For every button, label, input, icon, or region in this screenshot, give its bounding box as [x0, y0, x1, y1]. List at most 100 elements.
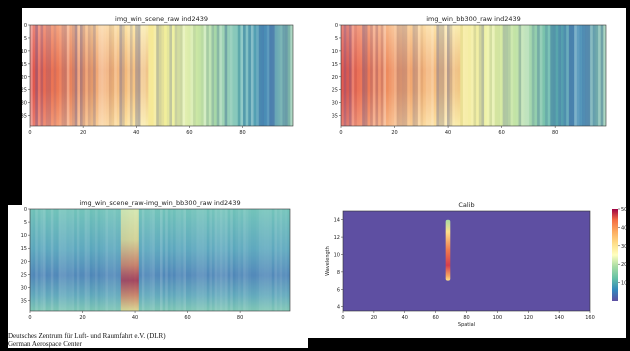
heatmap-stripe: [269, 209, 272, 311]
chart-3: img_win_scene_raw-img_win_bb300_raw ind2…: [21, 199, 291, 321]
heatmap-stripe: [50, 209, 54, 311]
y-tick-label: 35: [21, 299, 27, 305]
heatmap-stripe: [212, 209, 215, 311]
heatmap-stripe: [140, 25, 144, 126]
heatmap-stripe: [172, 25, 175, 126]
heatmap-stripe: [454, 25, 458, 126]
heatmap-stripe: [507, 25, 511, 126]
heatmap-stripe: [550, 25, 553, 126]
heatmap-stripe: [256, 25, 259, 126]
heatmap-stripe: [486, 25, 490, 126]
heatmap-stripe: [287, 25, 291, 126]
heatmap-stripe: [274, 25, 278, 126]
heatmap-stripe: [558, 25, 561, 126]
heatmap-stripe: [415, 25, 418, 126]
heatmap-stripe: [149, 209, 153, 311]
x-tick-label: 60: [498, 130, 504, 136]
plot-frame: [29, 24, 294, 127]
chart-title: img_win_scene_raw-img_win_bb300_raw ind2…: [79, 199, 240, 207]
heatmap-stripe: [208, 25, 212, 126]
heatmap-stripe: [72, 25, 75, 126]
heatmap-stripe: [261, 209, 264, 311]
heatmap-stripe: [105, 209, 108, 311]
y-tick-label: 0: [335, 23, 338, 29]
heatmap-stripe: [35, 25, 38, 126]
heatmap-stripe: [513, 25, 516, 126]
heatmap-stripe: [484, 25, 487, 126]
heatmap-stripe: [133, 25, 136, 126]
y-tick-label: 15: [332, 62, 338, 68]
heatmap-stripe: [85, 25, 88, 126]
heatmap-stripe: [56, 25, 59, 126]
colorbar-tick-label: 40: [621, 225, 627, 231]
heatmap-stripe: [157, 209, 160, 311]
heatmap-stripe: [37, 25, 41, 126]
hot-column: [120, 209, 139, 311]
heatmap-stripe: [58, 209, 62, 311]
heatmap-stripe: [449, 25, 453, 126]
heatmap-stripe: [175, 209, 179, 311]
heatmap-stripe: [492, 25, 495, 126]
heatmap-stripe: [279, 25, 283, 126]
y-tick-label: 35: [21, 114, 27, 120]
heatmap-stripe: [225, 209, 228, 311]
heatmap-stripe: [272, 209, 275, 311]
y-tick-label: 10: [21, 233, 27, 239]
heatmap-stripe: [148, 25, 151, 126]
heatmap-stripe: [341, 25, 344, 126]
colorbar-tick-label: 10: [621, 281, 627, 287]
heatmap-stripe: [183, 209, 186, 311]
heatmap-stripe: [407, 25, 410, 126]
heatmap-stripe: [163, 209, 166, 311]
heatmap-stripe: [216, 25, 220, 126]
footer-line1: Deutsches Zentrum für Luft- und Raumfahr…: [8, 332, 166, 340]
heatmap-stripe: [143, 25, 146, 126]
heatmap-stripe: [436, 25, 440, 126]
heatmap-stripe: [521, 25, 524, 126]
heatmap-stripe: [45, 25, 49, 126]
y-tick-label: 25: [332, 88, 338, 94]
heatmap-stripe: [98, 25, 102, 126]
y-tick-label: 10: [21, 49, 27, 55]
heatmap-stripe: [494, 25, 498, 126]
heatmap-stripe: [160, 209, 163, 311]
heatmap-stripe: [362, 25, 365, 126]
heatmap-stripe: [169, 25, 173, 126]
heatmap-stripe: [235, 209, 238, 311]
heatmap-stripe: [229, 25, 233, 126]
heatmap-stripe: [256, 209, 259, 311]
heatmap-stripe: [372, 25, 376, 126]
x-tick-label: 20: [80, 130, 86, 136]
heatmap-stripe: [188, 209, 192, 311]
heatmap-stripe: [245, 209, 249, 311]
heatmap-stripe: [245, 25, 249, 126]
heatmap-stripe: [277, 209, 280, 311]
heatmap-stripe: [69, 209, 72, 311]
heatmap-stripe: [40, 25, 44, 126]
heatmap-stripe: [101, 25, 104, 126]
heatmap-stripe: [560, 25, 564, 126]
heatmap-warm-band: [341, 25, 461, 126]
plot-frame: [340, 24, 607, 127]
x-tick-label: 0: [341, 315, 344, 321]
heatmap-stripe: [465, 25, 469, 126]
heatmap-stripe: [425, 25, 429, 126]
x-tick-label: 40: [132, 315, 138, 321]
heatmap-stripe: [156, 25, 159, 126]
heatmap-stripe: [219, 209, 223, 311]
x-tick-label: 40: [402, 315, 408, 321]
heatmap-stripe: [90, 25, 94, 126]
heatmap-stripe: [207, 209, 210, 311]
heatmap-stripe: [48, 25, 52, 126]
heatmap-stripe: [529, 25, 532, 126]
x-tick-label: 80: [239, 130, 245, 136]
heatmap-stripe: [79, 209, 82, 311]
footer-line2: German Aerospace Center: [8, 340, 82, 348]
heatmap-stripe: [282, 25, 286, 126]
heatmap-stripe: [380, 25, 384, 126]
chart-title: img_win_scene_raw ind2439: [115, 15, 208, 23]
heatmap-stripe: [95, 209, 98, 311]
heatmap-stripe: [79, 25, 83, 126]
heatmap-stripe: [76, 209, 80, 311]
